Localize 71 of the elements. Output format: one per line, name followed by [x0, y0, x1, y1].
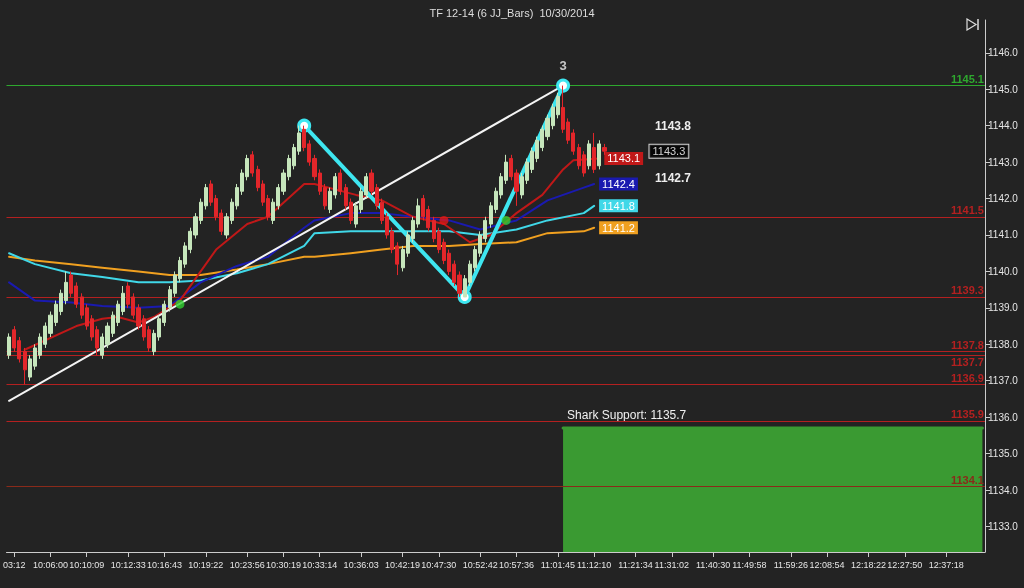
x-tick-label: 11:21:34 [618, 559, 653, 570]
candlestick [7, 332, 11, 360]
candlestick [602, 143, 607, 156]
point [501, 215, 511, 225]
x-tick-label: 12:27:50 [887, 559, 923, 570]
candlestick [587, 139, 591, 170]
ref-line-label: 1145.1 [950, 73, 984, 86]
candlestick [250, 150, 254, 178]
y-tick-label: 1142.0 [988, 193, 1019, 205]
x-tick-label: 03:12 [2, 559, 26, 570]
x-tick-label: 10:12:33 [110, 559, 146, 570]
line-series [8, 204, 596, 284]
line-series [8, 182, 596, 309]
x-tick-label: 10:06:00 [32, 559, 69, 570]
x-tick-label: 11:31:02 [654, 559, 689, 570]
y-tick-label: 1135.0 [988, 448, 1019, 460]
x-tick-label: 11:59:26 [773, 559, 809, 570]
ref-line-label: 1137.8 [950, 339, 984, 352]
x-tick-label: 12:18:22 [850, 559, 887, 570]
y-tick-label: 1133.0 [988, 520, 1019, 532]
ref-line-label: 1135.9 [950, 408, 984, 421]
y-tick-label: 1141.0 [988, 229, 1019, 241]
ref-line-label: 1141.5 [950, 204, 984, 217]
data-label: Shark Support: 1135.7 [567, 408, 687, 423]
annotation: 1143.3 [652, 145, 686, 158]
x-tick-label: 10:33:14 [302, 559, 338, 570]
x-tick-label: 11:12:10 [576, 559, 612, 570]
x-tick-label: 10:30:19 [265, 559, 301, 570]
point [175, 299, 185, 309]
x-tick-label: 12:37:18 [928, 559, 964, 570]
data-label: 1143.1 [607, 152, 641, 165]
line-series [8, 226, 596, 277]
data-label: 1142.4 [602, 177, 635, 190]
x-tick-label: 10:47:30 [421, 559, 457, 570]
y-tick-label: 1138.0 [988, 338, 1019, 350]
x-tick-label: 12:08:54 [809, 559, 845, 570]
x-tick-label: 11:01:45 [540, 559, 576, 570]
ref-line-label: 1136.9 [950, 371, 984, 384]
y-tick-label: 1140.0 [988, 265, 1019, 277]
annotation: 1142.7 [655, 171, 692, 185]
y-tick-label: 1134.0 [988, 484, 1019, 496]
y-tick-label: 1136.0 [988, 411, 1019, 423]
x-tick-label: 10:52:42 [462, 559, 498, 570]
x-tick-label: 10:23:56 [229, 559, 265, 570]
data-label: 1141.2 [602, 221, 635, 234]
ref-line-label: 1137.7 [950, 355, 984, 368]
candlestick [597, 139, 601, 170]
point [439, 215, 449, 225]
ref-line-label: 1139.3 [950, 284, 984, 297]
y-tick-label: 1144.0 [988, 120, 1019, 132]
y-tick-label: 1137.0 [988, 375, 1019, 387]
point [556, 78, 571, 93]
x-tick-label: 10:36:03 [343, 559, 379, 570]
annotation: 1143.8 [655, 119, 692, 133]
x-tick-label: 10:42:19 [385, 559, 421, 570]
x-tick-label: 11:49:58 [732, 559, 767, 570]
candlestick [592, 132, 596, 174]
x-tick-label: 10:57:36 [498, 559, 534, 570]
y-tick-label: 1145.0 [988, 83, 1019, 95]
y-tick-label: 1139.0 [988, 302, 1019, 314]
y-tick-label: 1146.0 [988, 47, 1019, 59]
annotation: 3 [559, 57, 567, 73]
candlestick [23, 347, 27, 385]
candlestick [338, 168, 342, 196]
x-tick-label: 10:19:22 [188, 559, 224, 570]
x-tick-label: 10:10:09 [69, 559, 105, 570]
data-label: 1141.8 [602, 199, 635, 212]
y-tick-label: 1143.0 [988, 156, 1019, 168]
x-tick-label: 10:16:43 [146, 559, 182, 570]
chart-title: TF 12-14 (6 JJ_Bars) 10/30/2014 [429, 6, 595, 19]
x-tick-label: 11:40:30 [696, 559, 731, 570]
